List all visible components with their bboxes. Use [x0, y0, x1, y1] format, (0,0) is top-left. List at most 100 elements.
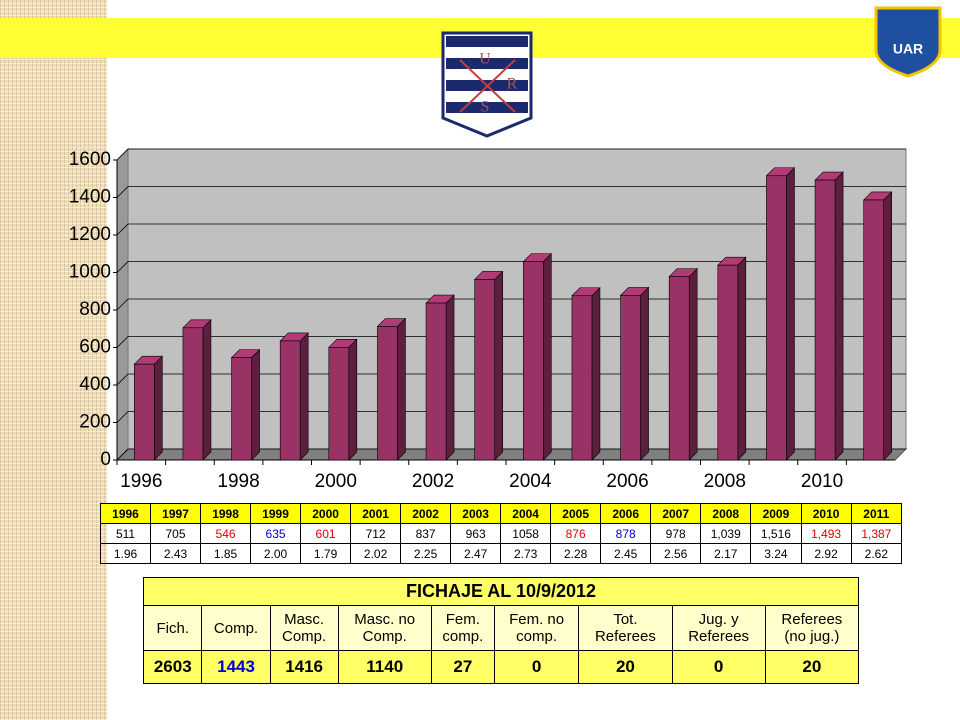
y-tick-label: 400 [79, 374, 111, 395]
bar [668, 276, 690, 461]
bar [717, 264, 739, 461]
value-cell: 2.02 [350, 543, 402, 564]
value-cell: 0 [493, 650, 580, 684]
value-cell: 1.96 [99, 543, 152, 564]
bar-side [494, 270, 503, 461]
x-tick-label: 2000 [315, 471, 357, 492]
bar [523, 261, 544, 461]
value-cell: 1058 [500, 523, 552, 544]
bar-side [299, 332, 309, 461]
value-cell: 635 [250, 523, 302, 544]
x-tick-label: 2006 [606, 471, 648, 492]
bar [134, 363, 155, 461]
y-tick-label: 600 [79, 337, 111, 358]
bar-side [591, 287, 601, 461]
year-cell: 2009 [750, 503, 802, 524]
year-cell: 2005 [550, 503, 602, 524]
side-strip [0, 0, 107, 720]
y-tick-label: 200 [79, 412, 111, 433]
year-cell: 2006 [600, 503, 652, 524]
x-tick-label: 2010 [801, 471, 843, 492]
bar [474, 279, 495, 461]
value-cell: 1,039 [700, 523, 752, 544]
bar-side [640, 286, 649, 461]
value-cell: 2.73 [500, 543, 552, 564]
header-cell: Fich. [142, 605, 203, 651]
value-cell: 3.24 [750, 543, 802, 564]
x-tick-label: 2004 [509, 471, 552, 492]
bar-side [834, 171, 844, 461]
bar-side [397, 317, 406, 461]
x-tick-label: 2008 [704, 471, 746, 492]
bar-side [786, 167, 795, 461]
table-row: 511 705 546 635 601 712 837 963 1058 876 878 978 1,0… [99, 523, 903, 544]
header-cell: Tot. Referees [578, 605, 673, 651]
value-cell: 876 [550, 523, 602, 544]
year-cell: 2001 [350, 503, 402, 524]
value-cell: 837 [400, 523, 452, 544]
value-cell: 2.25 [400, 543, 452, 564]
header-cell: Masc. Comp. [269, 605, 339, 651]
value-cell: 1.79 [300, 543, 352, 564]
header-cell: Fem. comp. [430, 605, 495, 651]
value-cell: 601 [300, 523, 352, 544]
grid-line [116, 186, 129, 198]
value-cell: 878 [600, 523, 652, 544]
club-shield [441, 31, 533, 138]
y-tick-label: 1000 [69, 262, 111, 283]
grid-line [116, 148, 129, 161]
value-cell: 546 [200, 523, 252, 544]
yearly-table: 1996 1997 1998 1999 2000 2001 2002 2003 2004 2005… [99, 503, 903, 564]
bar-side [202, 319, 212, 461]
shield-letter: R [507, 76, 518, 93]
x-tick-label: 1996 [120, 471, 162, 492]
value-cell: 1416 [269, 650, 339, 684]
value-cell: 712 [350, 523, 402, 544]
bar-side [445, 294, 455, 461]
table-row: FICHAJE AL 10/9/2012 [143, 577, 859, 606]
bar [814, 179, 836, 461]
header-cell: Comp. [201, 605, 271, 651]
value-cell: 2.62 [850, 543, 903, 564]
grid-line [116, 411, 129, 423]
value-cell: 0 [671, 650, 766, 684]
bar [377, 326, 398, 461]
bar-side [154, 355, 163, 461]
value-cell: 20 [764, 650, 860, 684]
header-cell: Masc. no Comp. [337, 605, 432, 651]
bar [571, 295, 593, 461]
year-cell: 2010 [800, 503, 852, 524]
bar [425, 302, 447, 461]
uar-badge [874, 6, 942, 78]
year-cell: 1997 [150, 503, 202, 524]
grid-line [116, 261, 129, 273]
grid-line [116, 223, 129, 236]
header-cell: Fem. no comp. [493, 605, 580, 651]
bar-side [688, 267, 698, 461]
y-tick-label: 1200 [69, 224, 111, 245]
year-cell: 2003 [450, 503, 502, 524]
y-tick-label: 1600 [69, 149, 111, 170]
y-tick-label: 1400 [69, 187, 111, 208]
x-tick-label: 2002 [412, 471, 454, 492]
value-cell: 963 [450, 523, 502, 544]
table-row: 2603 1443 1416 1140 27 0 20 0 20 [142, 650, 860, 684]
header-cell: Referees (no jug.) [764, 605, 860, 651]
shield-letter: U [479, 51, 491, 68]
bar-side [251, 348, 260, 461]
value-cell: 2.92 [800, 543, 852, 564]
header-cell: Jug. y Referees [671, 605, 766, 651]
value-cell: 2.28 [550, 543, 602, 564]
registration-table: FICHAJE AL 10/9/2012 Fich. Comp. Masc. Comp… [142, 577, 860, 684]
value-cell: 2.43 [150, 543, 202, 564]
value-cell: 2.17 [700, 543, 752, 564]
value-cell: 20 [578, 650, 673, 684]
value-cell: 2.00 [250, 543, 302, 564]
year-cell: 2007 [650, 503, 702, 524]
value-cell: 511 [99, 523, 152, 544]
value-cell: 27 [430, 650, 495, 684]
value-cell: 1.85 [200, 543, 252, 564]
value-cell: 1140 [337, 650, 432, 684]
value-cell: 2.56 [650, 543, 702, 564]
